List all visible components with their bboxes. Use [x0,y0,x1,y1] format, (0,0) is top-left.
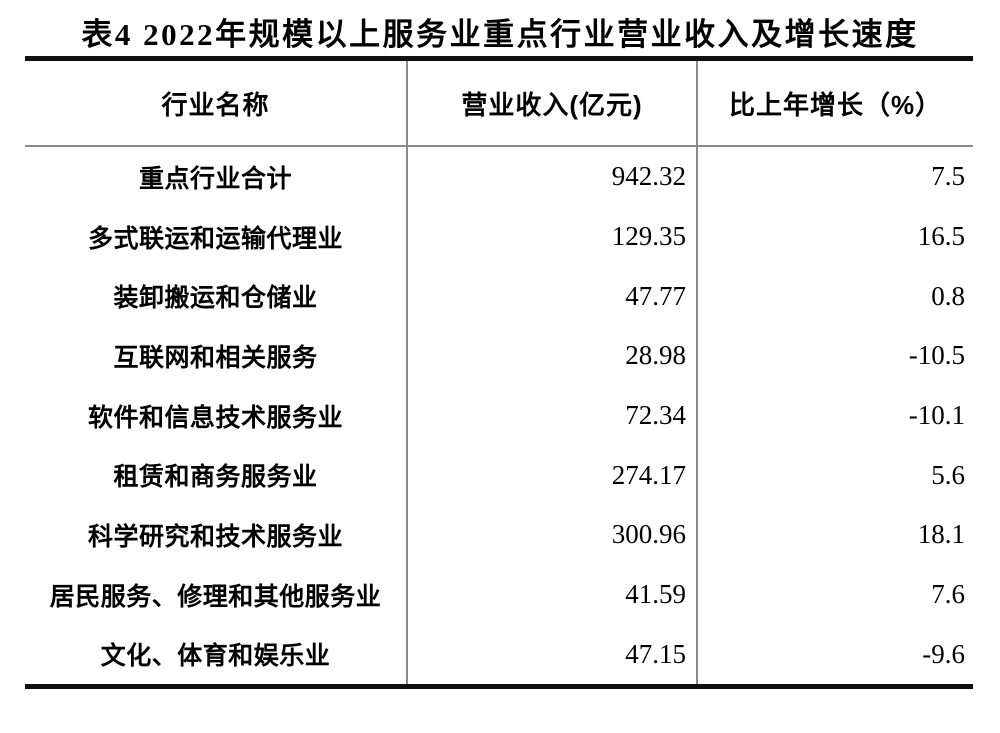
cell-industry-name: 装卸搬运和仓储业 [113,284,318,313]
table-row: 互联网和相关服务 28.98 -10.5 [25,326,973,386]
cell-growth: 5.6 [696,445,973,506]
column-header-revenue: 营业收入(亿元) [406,61,696,145]
cell-revenue: 72.34 [406,385,696,446]
table-row: 重点行业合计 942.32 7.5 [25,147,973,207]
table-row: 租赁和商务服务业 274.17 5.6 [25,445,973,506]
column-header-growth: 比上年增长（%） [696,61,973,145]
table-row: 装卸搬运和仓储业 47.77 0.8 [25,266,973,327]
cell-industry-name: 互联网和相关服务 [113,343,318,372]
cell-industry-name: 科学研究和技术服务业 [87,522,343,551]
cell-industry-name: 软件和信息技术服务业 [87,403,343,432]
cell-industry-name: 多式联运和运输代理业 [87,224,343,253]
table-title: 表4 2022年规模以上服务业重点行业营业收入及增长速度 [81,17,919,52]
cell-industry-name: 居民服务、修理和其他服务业 [49,582,382,611]
cell-growth: 0.8 [696,266,973,327]
cell-growth: 18.1 [696,505,973,565]
cell-growth: 16.5 [696,206,973,267]
cell-revenue: 47.15 [406,624,696,685]
cell-revenue: 28.98 [406,326,696,386]
cell-industry-name: 重点行业合计 [138,164,292,193]
table-row: 多式联运和运输代理业 129.35 16.5 [25,206,973,267]
table-header-row: 行业名称 营业收入(亿元) 比上年增长（%） [25,61,973,147]
cell-revenue: 942.32 [406,147,696,207]
table-row: 文化、体育和娱乐业 47.15 -9.6 [25,624,973,685]
data-table: 行业名称 营业收入(亿元) 比上年增长（%） 重点行业合计 942.32 7.5… [25,56,973,690]
column-header-industry: 行业名称 [161,89,270,120]
table-row: 居民服务、修理和其他服务业 41.59 7.6 [25,564,973,625]
table-row: 科学研究和技术服务业 300.96 18.1 [25,505,973,565]
cell-revenue: 300.96 [406,505,696,565]
cell-revenue: 129.35 [406,206,696,267]
cell-growth: 7.6 [696,564,973,625]
cell-growth: 7.5 [696,147,973,207]
cell-revenue: 41.59 [406,564,696,625]
cell-growth: -9.6 [696,624,973,685]
cell-revenue: 274.17 [406,445,696,506]
cell-revenue: 47.77 [406,266,696,327]
cell-growth: -10.5 [696,326,973,386]
cell-growth: -10.1 [696,385,973,446]
table-row: 软件和信息技术服务业 72.34 -10.1 [25,385,973,446]
cell-industry-name: 租赁和商务服务业 [113,463,318,492]
cell-industry-name: 文化、体育和娱乐业 [100,642,331,671]
